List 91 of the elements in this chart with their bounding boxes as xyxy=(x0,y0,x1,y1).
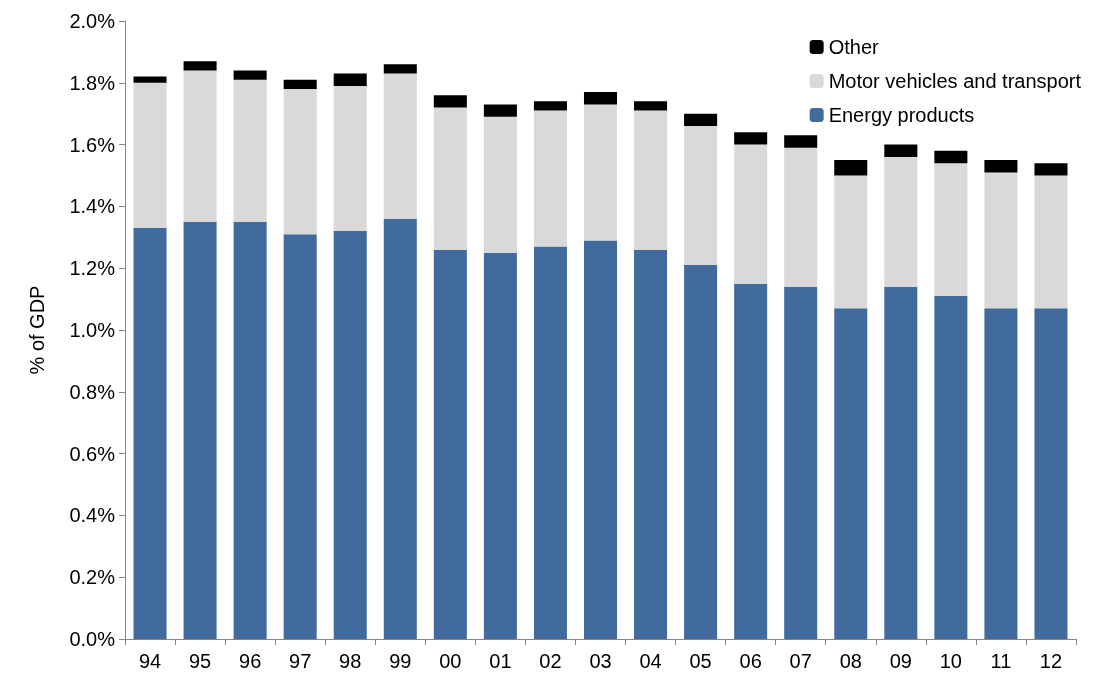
bar xyxy=(233,221,267,639)
bar xyxy=(583,240,618,639)
bar xyxy=(433,249,467,639)
bar xyxy=(684,113,718,127)
x-tick-label: 02 xyxy=(539,650,562,672)
legend-label: Other xyxy=(828,36,880,58)
bar xyxy=(1034,163,1068,176)
bar xyxy=(784,286,818,639)
bar xyxy=(784,147,818,287)
bar xyxy=(333,85,367,232)
bar xyxy=(884,144,918,157)
bar xyxy=(283,234,317,639)
bar xyxy=(533,110,567,247)
x-tick-label: 95 xyxy=(188,650,212,672)
x-tick-label: 11 xyxy=(990,650,1012,672)
bar xyxy=(483,104,517,117)
bar xyxy=(383,73,417,219)
x-tick-label: 01 xyxy=(489,650,512,672)
bar xyxy=(834,308,868,639)
y-tick-label: 1.0% xyxy=(69,319,116,341)
x-tick-label: 94 xyxy=(138,650,162,672)
bar xyxy=(934,296,968,639)
bar xyxy=(734,144,768,284)
bar xyxy=(283,88,317,235)
bar xyxy=(383,218,417,639)
bar xyxy=(233,79,267,222)
bar xyxy=(734,132,768,145)
bar xyxy=(133,228,167,639)
bar xyxy=(583,92,618,105)
bar xyxy=(684,126,718,266)
x-tick-label: 10 xyxy=(939,650,962,672)
bar xyxy=(634,110,668,250)
x-tick-label: 00 xyxy=(439,650,462,672)
x-tick-label: 98 xyxy=(339,650,362,672)
bar xyxy=(984,160,1018,173)
y-tick-label: 0.4% xyxy=(69,504,116,527)
bar xyxy=(533,101,567,111)
bar xyxy=(784,135,818,148)
x-tick-label: 07 xyxy=(789,650,812,672)
bar xyxy=(884,286,918,639)
bar xyxy=(634,101,668,111)
bar xyxy=(884,156,918,287)
y-tick-label: 2.0% xyxy=(69,10,116,32)
y-tick-label: 0.2% xyxy=(69,566,116,589)
bar xyxy=(333,73,367,86)
y-tick-label: 1.6% xyxy=(69,133,116,156)
x-tick-label: 04 xyxy=(639,650,662,672)
x-tick-label: 08 xyxy=(839,650,862,672)
bar xyxy=(634,249,668,639)
y-tick-label: 0.8% xyxy=(69,380,116,403)
y-tick-label: 1.8% xyxy=(69,71,116,94)
y-axis-title: % of GDP xyxy=(26,285,48,375)
bar xyxy=(934,150,968,164)
bar xyxy=(283,79,317,89)
bar xyxy=(133,82,167,229)
bar xyxy=(934,163,968,297)
bar xyxy=(133,76,167,83)
bar xyxy=(483,252,517,639)
bar xyxy=(233,70,267,80)
bar xyxy=(684,265,718,639)
bar xyxy=(433,95,467,108)
legend-label: Motor vehicles and transport xyxy=(828,70,1082,92)
bar xyxy=(333,231,367,639)
x-tick-label: 03 xyxy=(589,650,612,672)
y-tick-label: 1.2% xyxy=(69,257,116,280)
y-tick-label: 0.0% xyxy=(69,628,116,650)
bar xyxy=(183,61,217,71)
bar xyxy=(834,160,868,176)
y-tick-label: 1.4% xyxy=(69,195,116,218)
bar xyxy=(183,221,217,639)
bar xyxy=(1034,308,1068,639)
bar xyxy=(1034,175,1068,309)
x-tick-label: 06 xyxy=(739,650,762,672)
bar xyxy=(433,107,467,250)
bar xyxy=(383,64,417,74)
x-tick-label: 96 xyxy=(239,650,262,672)
x-tick-label: 99 xyxy=(389,650,412,672)
bar xyxy=(984,172,1018,309)
bar xyxy=(533,246,567,639)
bar xyxy=(583,104,618,241)
y-tick-label: 0.6% xyxy=(69,442,116,465)
bar xyxy=(183,70,217,222)
bar xyxy=(834,175,868,309)
x-tick-label: 97 xyxy=(289,650,312,672)
bar xyxy=(984,308,1018,639)
bar xyxy=(734,283,768,639)
x-tick-label: 12 xyxy=(1039,650,1063,672)
bar xyxy=(483,116,517,253)
x-tick-label: 05 xyxy=(689,650,712,672)
legend-label: Energy products xyxy=(828,104,975,126)
x-tick-label: 09 xyxy=(889,650,912,672)
